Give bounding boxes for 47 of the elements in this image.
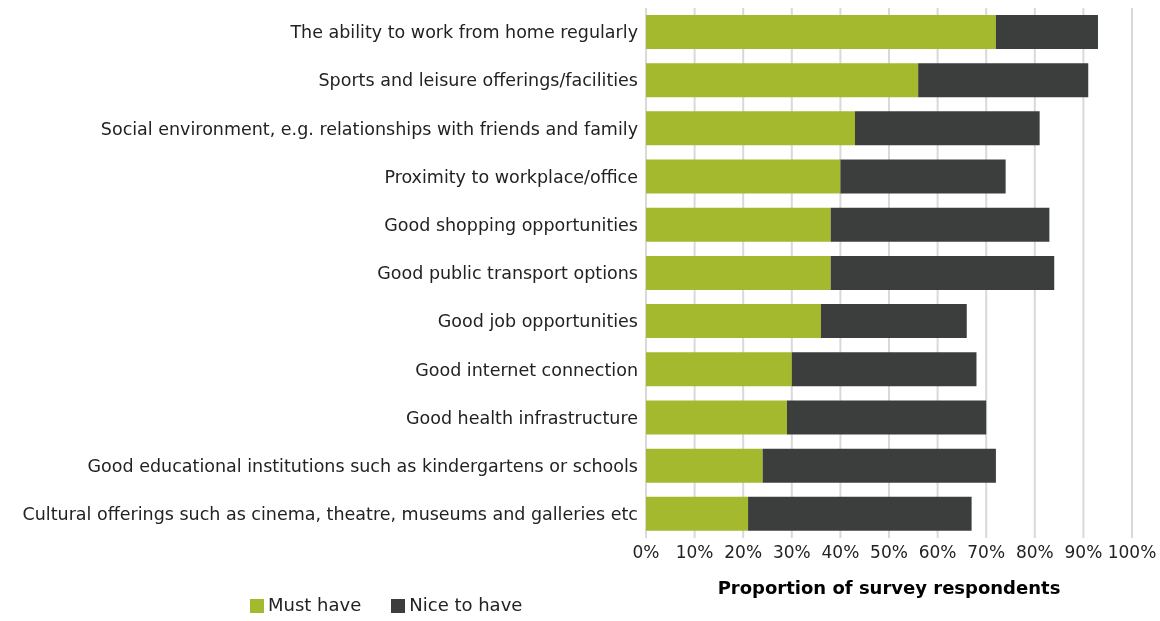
y-tick-label: Sports and leisure offerings/facilities	[318, 70, 638, 91]
x-tick-label: 40%	[821, 542, 860, 563]
bar	[646, 304, 821, 339]
x-tick-label: 70%	[967, 542, 1006, 563]
bar	[646, 255, 831, 290]
y-tick-label: Good educational institutions such as kindergartens or schools	[87, 455, 638, 476]
y-tick-label: Good internet connection	[415, 359, 638, 380]
x-tick-label: 20%	[724, 542, 763, 563]
x-tick-label: 50%	[870, 542, 908, 563]
bar	[646, 159, 841, 194]
y-tick-label: Proximity to workplace/office	[384, 166, 638, 187]
y-tick-label: Social environment, e.g. relationships with friends and family	[100, 118, 638, 139]
bar	[820, 304, 967, 339]
bar	[918, 63, 1089, 98]
y-tick-label: Good job opportunities	[437, 311, 638, 332]
x-tick-label: 100%	[1107, 542, 1157, 563]
y-tick-label: Good public transport options	[377, 263, 638, 284]
legend-label: Nice to have	[409, 594, 523, 615]
bar	[646, 448, 763, 483]
x-tick-label: 0%	[632, 542, 660, 563]
bar	[646, 496, 749, 531]
bar	[786, 400, 987, 435]
x-tick-label: 80%	[1015, 542, 1054, 563]
x-tick-label: 90%	[1064, 542, 1103, 563]
bar	[748, 496, 972, 531]
bar	[646, 400, 787, 435]
bar	[762, 448, 996, 483]
bar	[646, 111, 855, 146]
bar	[646, 207, 831, 242]
x-axis-title: Proportion of survey respondents	[717, 577, 1061, 598]
bar	[791, 352, 977, 387]
y-tick-label: The ability to work from home regularly	[289, 22, 638, 43]
legend-label: Must have	[268, 594, 362, 615]
bar	[646, 352, 792, 387]
bar	[830, 207, 1050, 242]
x-tick-label: 30%	[772, 542, 811, 563]
y-tick-label: Good health infrastructure	[405, 407, 638, 428]
bar	[646, 63, 919, 98]
y-tick-label: Good shopping opportunities	[384, 215, 638, 236]
x-tick-label: 10%	[675, 542, 714, 563]
bar	[854, 111, 1040, 146]
bar	[840, 159, 1006, 194]
bar	[830, 255, 1055, 290]
bar	[646, 15, 996, 49]
y-tick-label: Cultural offerings such as cinema, theatre, museums and galleries etc	[22, 504, 638, 525]
bar	[995, 15, 1098, 49]
x-tick-label: 60%	[918, 542, 957, 563]
